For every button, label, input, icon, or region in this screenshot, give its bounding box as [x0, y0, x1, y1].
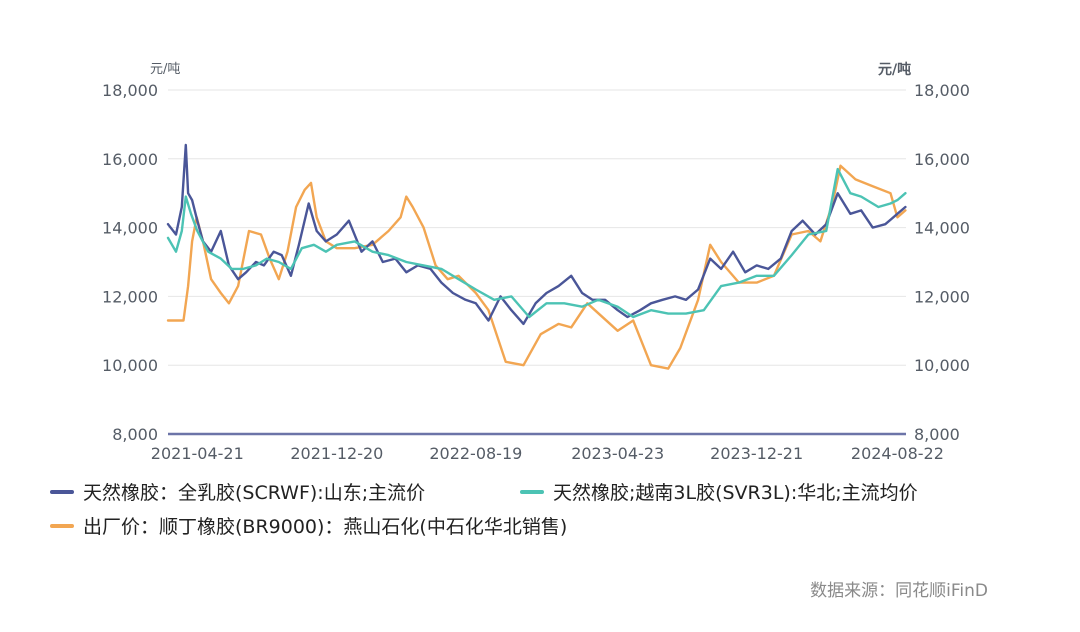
data-source: 数据来源：同花顺iFinD: [810, 581, 988, 601]
legend-label-1: 天然橡胶;越南3L胶(SVR3L):华北;主流均价: [553, 482, 918, 504]
y-tick-left: 12,000: [102, 287, 158, 306]
series-line-0: [166, 143, 907, 326]
y-tick-right: 16,000: [914, 150, 970, 169]
y-unit-left: 元/吨: [150, 62, 180, 77]
y-axis-right: 18,000 16,000 14,000 12,000 10,000 8,000: [914, 81, 970, 444]
y-tick-right: 10,000: [914, 356, 970, 375]
y-tick-left: 14,000: [102, 219, 158, 238]
x-tick-label: 2022-08-19: [429, 444, 522, 463]
legend-item-series-2: 出厂价：顺丁橡胶(BR9000)：燕山石化(中石化华北销售): [50, 512, 567, 539]
y-tick-left: 18,000: [102, 81, 158, 100]
x-tick-label: 2021-04-21: [151, 444, 244, 463]
legend-item-series-1: 天然橡胶;越南3L胶(SVR3L):华北;主流均价: [520, 478, 918, 505]
y-tick-left: 8,000: [112, 425, 158, 444]
legend-swatch-1: [520, 489, 544, 494]
y-tick-left: 16,000: [102, 150, 158, 169]
x-tick-label: 2023-12-21: [710, 444, 803, 463]
legend-label-2: 出厂价：顺丁橡胶(BR9000)：燕山石化(中石化华北销售): [83, 516, 568, 538]
y-tick-left: 10,000: [102, 356, 158, 375]
y-tick-right: 14,000: [914, 219, 970, 238]
y-tick-right: 8,000: [914, 425, 960, 444]
x-tick-label: 2021-12-20: [290, 444, 383, 463]
legend-swatch-0: [50, 489, 74, 494]
legend-swatch-2: [50, 523, 74, 528]
y-axis-left: 18,000 16,000 14,000 12,000 10,000 8,000: [102, 81, 158, 444]
y-tick-right: 12,000: [914, 287, 970, 306]
series-line-2: [166, 164, 907, 370]
x-axis-ticks: 2021-04-21 2021-12-20 2022-08-19 2023-04-23…: [151, 444, 944, 463]
x-tick-label: 2023-04-23: [571, 444, 664, 463]
x-tick-label: 2024-08-22: [851, 444, 944, 463]
legend-label-0: 天然橡胶：全乳胶(SCRWF):山东;主流价: [83, 482, 426, 504]
y-unit-right: 元/吨: [878, 61, 911, 78]
series-lines: [166, 143, 907, 370]
legend-item-series-0: 天然橡胶：全乳胶(SCRWF):山东;主流价: [50, 478, 425, 505]
series-line-1: [166, 167, 907, 319]
y-tick-right: 18,000: [914, 81, 970, 100]
